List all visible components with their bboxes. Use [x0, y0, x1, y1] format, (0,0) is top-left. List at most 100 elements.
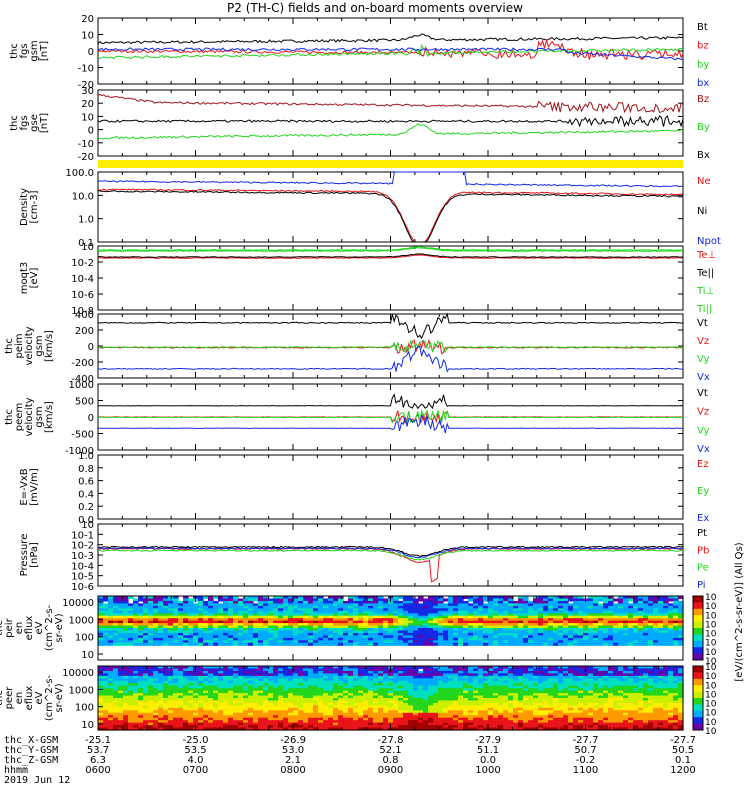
x-row-value: -26.9 — [280, 735, 306, 746]
spectrogram-ion — [98, 596, 684, 646]
y-tick-label: 100 — [75, 633, 94, 644]
y-tick-label: 100.0 — [65, 168, 94, 179]
y-axis-label-line: thc — [9, 43, 20, 59]
y-axis-label: Density [cm-3] — [19, 188, 40, 226]
y-axis-label-line: [eV] — [29, 268, 40, 289]
y-axis-label: thc fgs gse [nT] — [9, 113, 50, 133]
y-tick-label: 1.0 — [78, 215, 94, 226]
series-vy — [97, 339, 684, 354]
y-tick-label: 0.1 — [78, 238, 94, 249]
y-tick-label: 10-4 — [71, 274, 94, 285]
x-row-value: -27.7 — [573, 735, 599, 746]
series-ti — [97, 246, 684, 251]
y-axis-label-line: thc — [0, 690, 5, 706]
legend-pi: Pi — [697, 580, 706, 591]
series-te — [97, 254, 684, 259]
x-row-value: -25.0 — [183, 735, 209, 746]
x-row-value: 53.0 — [282, 745, 304, 756]
colorbar-tick-label: 10 — [705, 611, 717, 621]
series-npot — [97, 171, 684, 188]
legend-npot: Npot — [697, 236, 721, 247]
colorbar-tick-label: 10 — [705, 639, 717, 649]
legend-te⊥: Te⊥ — [696, 250, 716, 261]
colorbar-tick-label: 10 — [705, 648, 717, 658]
y-tick-label: 0 — [88, 47, 94, 58]
y-axis-label: thc peem velocity gsm [km/s] — [4, 397, 55, 436]
y-axis-label-line: eV — [34, 691, 45, 704]
y-axis-label-line: gse — [29, 114, 40, 132]
y-axis-label-line: en — [14, 622, 25, 635]
y-tick-label: 10.0 — [72, 191, 94, 202]
y-axis-label-line: [nT] — [39, 41, 50, 61]
y-tick-label: 20 — [81, 99, 94, 110]
y-tick-label: 10 — [81, 650, 94, 661]
legend-by: By — [697, 122, 710, 133]
y-tick-label: 0 — [88, 342, 94, 353]
y-axis-label-line: velocity — [24, 397, 35, 436]
series-pi — [97, 547, 684, 559]
legend-pt: Pt — [697, 528, 707, 539]
colorbar-tick-label: 10 — [705, 602, 717, 612]
series-vz — [97, 410, 684, 425]
y-axis-label-line: [mV/m] — [29, 468, 40, 506]
x-row-value: 1200 — [670, 765, 695, 776]
y-axis-label-line: peim — [14, 333, 25, 358]
legend-ex: Ex — [697, 513, 709, 524]
y-axis-label-line: peir — [4, 617, 15, 637]
x-row-value: 53.5 — [184, 745, 206, 756]
y-tick-label: 10-3 — [71, 551, 94, 562]
y-axis-label-line: gsm — [29, 40, 40, 61]
y-axis-label-line: fgs — [19, 115, 30, 130]
legend-ey: Ey — [697, 486, 709, 497]
colorbar-tick-label: 10 — [705, 630, 717, 640]
spectrogram-electron — [98, 666, 684, 731]
series-bz — [97, 93, 684, 114]
y-axis-label-line: peer — [4, 686, 15, 710]
colorbar-frame — [692, 595, 704, 661]
colorbar-tick-label: 10 — [705, 727, 717, 737]
y-tick-label: 500 — [75, 397, 94, 408]
y-tick-label: -400 — [71, 374, 94, 385]
x-row-value: -27.8 — [378, 735, 404, 746]
x-row-label: thc_Y-GSM — [4, 745, 58, 756]
x-row-value: 6.3 — [90, 755, 106, 766]
x-row-value: 50.5 — [672, 745, 694, 756]
legend-vx: Vx — [697, 372, 710, 383]
series-pt — [97, 545, 684, 557]
series-pe — [97, 549, 684, 561]
y-tick-label: 1000 — [69, 615, 94, 626]
series-ne — [98, 188, 683, 243]
series-bx — [97, 114, 684, 128]
colorbar-label: [eV/(cm^2-s-sr-eV)] (All Qs) — [734, 542, 745, 681]
y-axis-label-line: peem — [14, 403, 25, 431]
y-tick-label: 0.0 — [78, 515, 94, 526]
colorbar-tick-label: 10 — [705, 593, 717, 603]
x-row-label: thc_X-GSM — [4, 735, 58, 746]
y-tick-label: 0.4 — [78, 489, 94, 500]
y-axis-label-line: [km/s] — [44, 330, 55, 362]
y-tick-label: -10 — [78, 139, 94, 150]
y-axis-label-line: [cm-3] — [29, 190, 40, 223]
y-tick-label: 1000 — [69, 380, 94, 391]
y-tick-label: -10 — [78, 64, 94, 75]
series-by — [97, 123, 684, 140]
y-axis-label-line: [km/s] — [44, 401, 55, 433]
y-axis-label-line: Pressure — [19, 534, 30, 577]
y-axis-label-line: thc — [0, 620, 5, 636]
x-row-value: 4.0 — [188, 755, 204, 766]
legend-bz: Bz — [697, 94, 709, 105]
y-axis-label-line: eV — [34, 621, 45, 634]
chart-title: P2 (TH-C) fields and on-board moments ov… — [227, 1, 523, 15]
x-row-value: 0700 — [183, 765, 208, 776]
x-row-value: -0.2 — [576, 755, 596, 766]
series-ni — [97, 190, 684, 243]
colorbar-tick-label: 10 — [705, 709, 717, 719]
y-tick-label: 10-8 — [71, 306, 94, 317]
y-tick-label: 10-1 — [71, 530, 94, 541]
legend-ni: Ni — [697, 206, 707, 217]
panel-frame — [97, 245, 684, 311]
y-axis-label: moqt3 [eV] — [19, 262, 40, 295]
x-row-value: 0600 — [85, 765, 110, 776]
y-axis-label-line: thc — [9, 115, 20, 131]
series-vx — [97, 414, 684, 434]
